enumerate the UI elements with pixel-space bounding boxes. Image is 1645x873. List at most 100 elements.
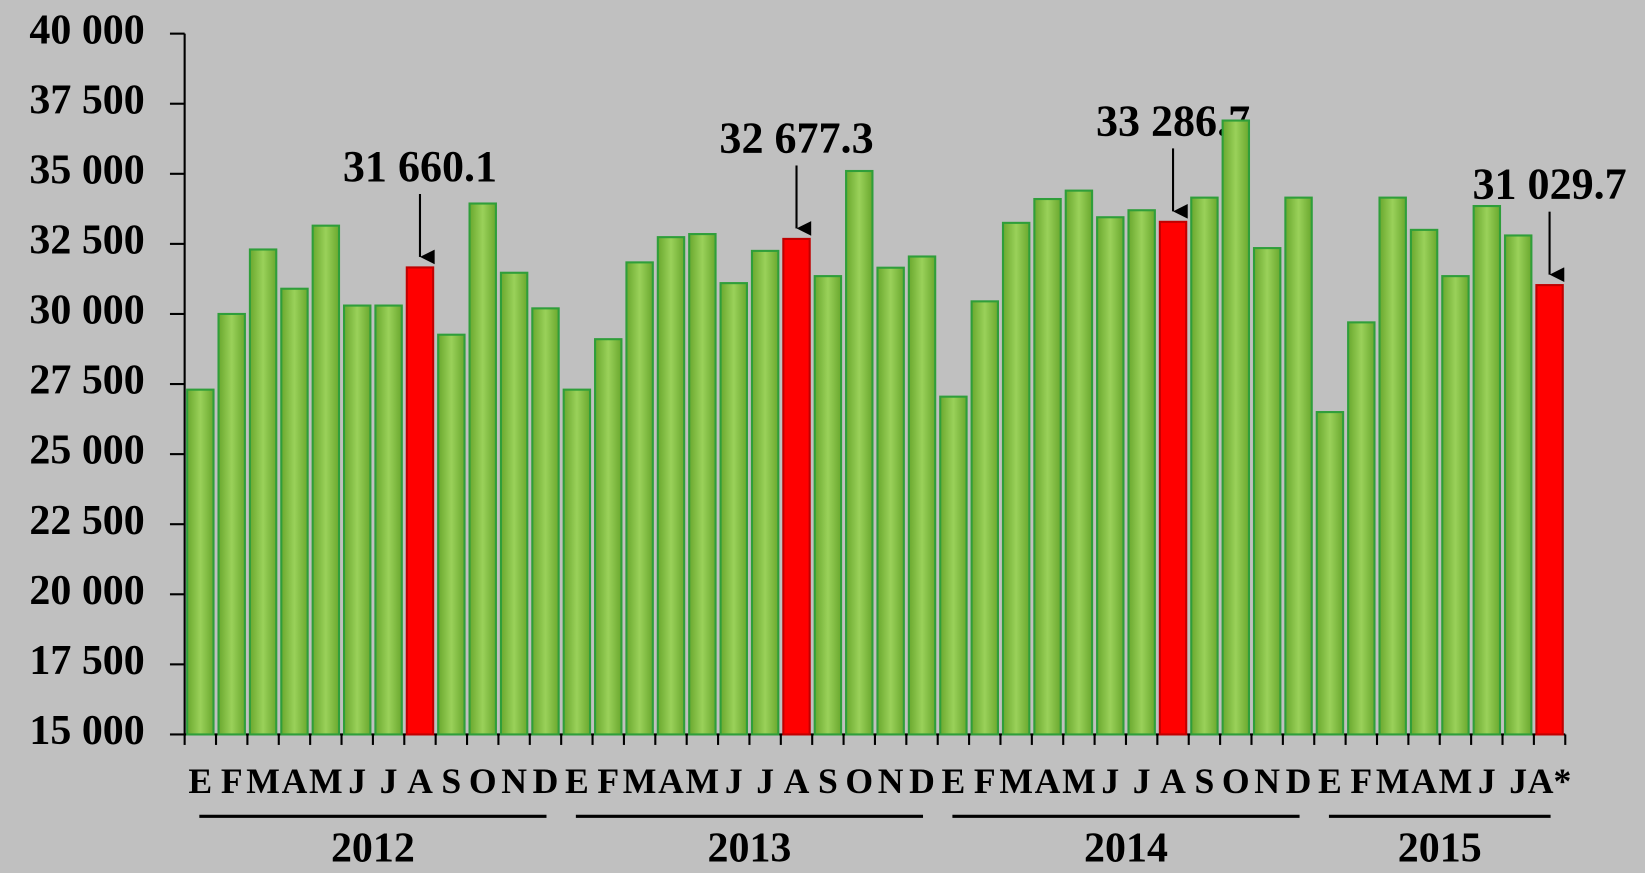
bar	[876, 266, 905, 736]
y-tick-label: 40 000	[29, 7, 144, 53]
x-tick-label: J	[1101, 761, 1119, 801]
x-tick-label: A	[407, 761, 433, 801]
x-tick-label: A	[282, 761, 308, 801]
bar	[939, 395, 968, 736]
y-tick-label: 37 500	[29, 77, 144, 123]
bar	[750, 249, 780, 736]
bar	[1409, 228, 1439, 736]
y-tick-label: 27 500	[29, 358, 144, 404]
bar	[813, 275, 843, 736]
year-label: 2015	[1398, 826, 1482, 872]
x-tick-label: A	[1160, 761, 1186, 801]
x-tick-label: D	[533, 761, 559, 801]
bar	[280, 287, 309, 736]
x-tick-label: S	[1195, 761, 1215, 801]
bar	[1472, 204, 1502, 736]
bar	[907, 255, 937, 736]
x-tick-label: M	[999, 761, 1033, 801]
x-tick-label: F	[597, 761, 619, 801]
bar	[1221, 119, 1251, 736]
y-tick-label: 30 000	[29, 288, 144, 334]
bar	[499, 271, 529, 736]
year-label: 2012	[331, 826, 415, 872]
bar	[656, 236, 686, 736]
bar	[1284, 196, 1313, 736]
value-label: 31 029.7	[1472, 160, 1626, 209]
bar	[531, 307, 560, 736]
value-label: 32 677.3	[719, 114, 873, 163]
x-tick-label: M	[309, 761, 343, 801]
x-tick-label: S	[818, 761, 838, 801]
bar	[719, 282, 748, 736]
x-tick-label: O	[469, 761, 497, 801]
x-tick-label: O	[845, 761, 873, 801]
bar	[1096, 216, 1125, 736]
bar	[1315, 411, 1345, 736]
bar	[1252, 247, 1282, 736]
bar	[594, 338, 623, 736]
x-tick-label: J	[725, 761, 743, 801]
x-tick-label: E	[1318, 761, 1342, 801]
x-tick-label: O	[1222, 761, 1250, 801]
x-tick-label: M	[623, 761, 657, 801]
year-label: 2014	[1084, 826, 1168, 872]
x-tick-label: A	[1411, 761, 1437, 801]
bar	[1033, 197, 1062, 736]
x-tick-label: J	[348, 761, 366, 801]
x-tick-label: E	[942, 761, 966, 801]
bar	[1347, 321, 1376, 736]
year-label: 2013	[707, 826, 791, 872]
bar	[1190, 196, 1219, 736]
bar	[342, 304, 372, 736]
bar	[1378, 196, 1407, 736]
y-tick-label: 17 500	[29, 638, 144, 684]
bar	[1127, 209, 1156, 736]
x-tick-label: M	[1376, 761, 1410, 801]
bar	[1001, 221, 1031, 736]
x-tick-label: S	[441, 761, 461, 801]
x-tick-label: D	[1286, 761, 1312, 801]
bar	[688, 233, 717, 736]
bar	[248, 248, 278, 736]
x-tick-label: M	[686, 761, 720, 801]
x-tick-label: J	[756, 761, 774, 801]
y-tick-label: 15 000	[29, 708, 144, 754]
x-tick-label: F	[221, 761, 243, 801]
y-tick-label: 22 500	[29, 498, 144, 544]
y-tick-label: 35 000	[29, 147, 144, 193]
x-tick-label: N	[1254, 761, 1280, 801]
bar	[1441, 275, 1470, 736]
y-tick-label: 32 500	[29, 218, 144, 264]
x-tick-label: A*	[1528, 761, 1572, 801]
x-tick-label: E	[565, 761, 589, 801]
bar	[374, 304, 403, 736]
bar	[1158, 220, 1188, 736]
bar	[1503, 234, 1533, 736]
bar	[217, 312, 246, 736]
x-tick-label: J	[1509, 761, 1527, 801]
x-tick-label: E	[188, 761, 212, 801]
bar	[1535, 284, 1564, 736]
x-tick-label: M	[1062, 761, 1096, 801]
x-tick-label: J	[1478, 761, 1496, 801]
x-tick-label: F	[974, 761, 996, 801]
x-tick-label: M	[246, 761, 280, 801]
bar	[782, 237, 811, 736]
bar	[311, 224, 341, 736]
bar	[562, 388, 592, 736]
x-tick-label: D	[909, 761, 935, 801]
y-tick-label: 25 000	[29, 428, 144, 474]
x-tick-label: A	[1035, 761, 1061, 801]
x-tick-label: J	[1133, 761, 1151, 801]
bar	[845, 169, 874, 736]
bar	[468, 202, 497, 736]
y-tick-label: 20 000	[29, 568, 144, 614]
bar	[625, 261, 654, 736]
bar	[1064, 189, 1094, 736]
x-tick-label: A	[784, 761, 810, 801]
bar	[970, 300, 1000, 736]
value-label: 31 660.1	[343, 142, 497, 191]
bar	[186, 388, 215, 736]
x-tick-label: N	[501, 761, 527, 801]
